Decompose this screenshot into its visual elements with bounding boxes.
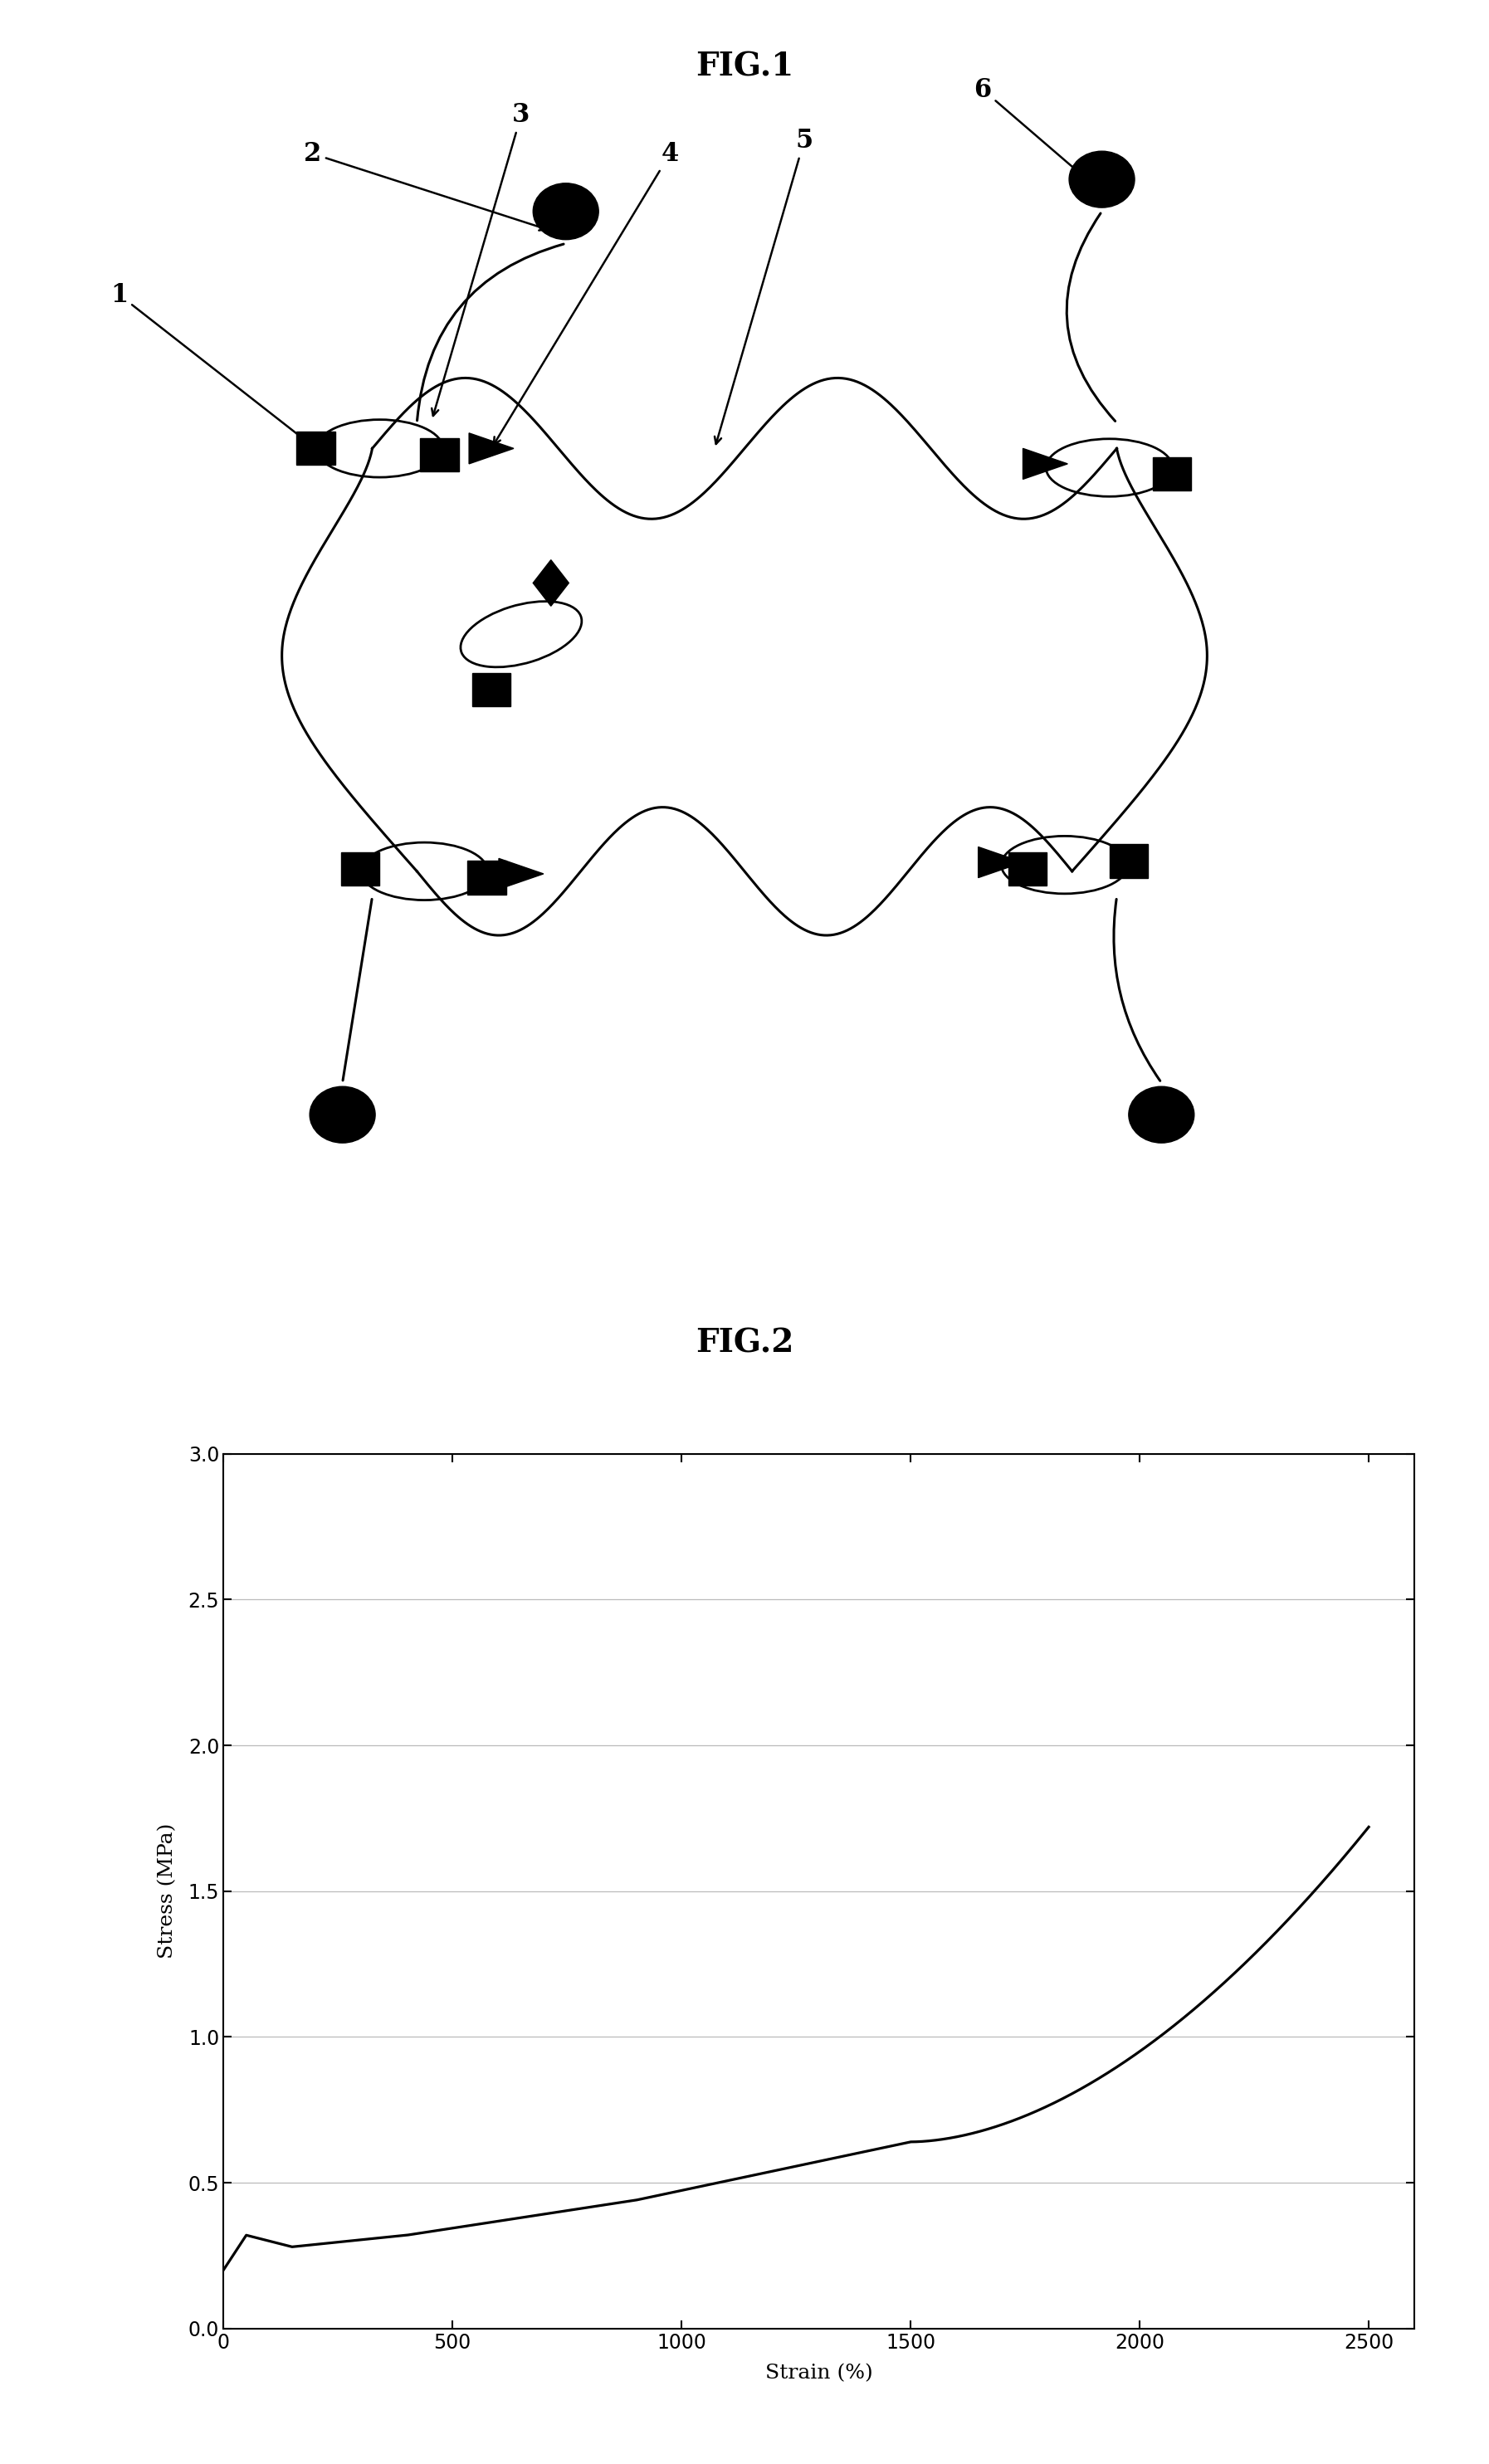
Text: FIG.1: FIG.1: [695, 52, 794, 84]
Polygon shape: [533, 559, 569, 606]
Text: FIG.2: FIG.2: [695, 1328, 794, 1358]
Circle shape: [533, 182, 599, 239]
X-axis label: Strain (%): Strain (%): [765, 2363, 873, 2383]
Polygon shape: [1152, 458, 1191, 490]
Text: 1: 1: [110, 281, 313, 446]
Polygon shape: [1023, 448, 1068, 478]
Text: 3: 3: [432, 103, 530, 416]
Text: 4: 4: [494, 140, 679, 444]
Text: 6: 6: [974, 76, 1099, 190]
Y-axis label: Stress (MPa): Stress (MPa): [158, 1823, 177, 1959]
Text: 2: 2: [304, 140, 546, 229]
Polygon shape: [296, 431, 335, 466]
Polygon shape: [1008, 853, 1047, 885]
Circle shape: [1129, 1087, 1194, 1143]
Circle shape: [1069, 150, 1135, 207]
Polygon shape: [1109, 845, 1148, 877]
Polygon shape: [978, 848, 1023, 877]
Text: 5: 5: [715, 128, 813, 444]
Polygon shape: [469, 434, 514, 463]
Circle shape: [310, 1087, 375, 1143]
Polygon shape: [420, 439, 459, 471]
Polygon shape: [499, 857, 543, 890]
Polygon shape: [341, 853, 380, 885]
Polygon shape: [472, 673, 511, 707]
Polygon shape: [468, 860, 506, 894]
